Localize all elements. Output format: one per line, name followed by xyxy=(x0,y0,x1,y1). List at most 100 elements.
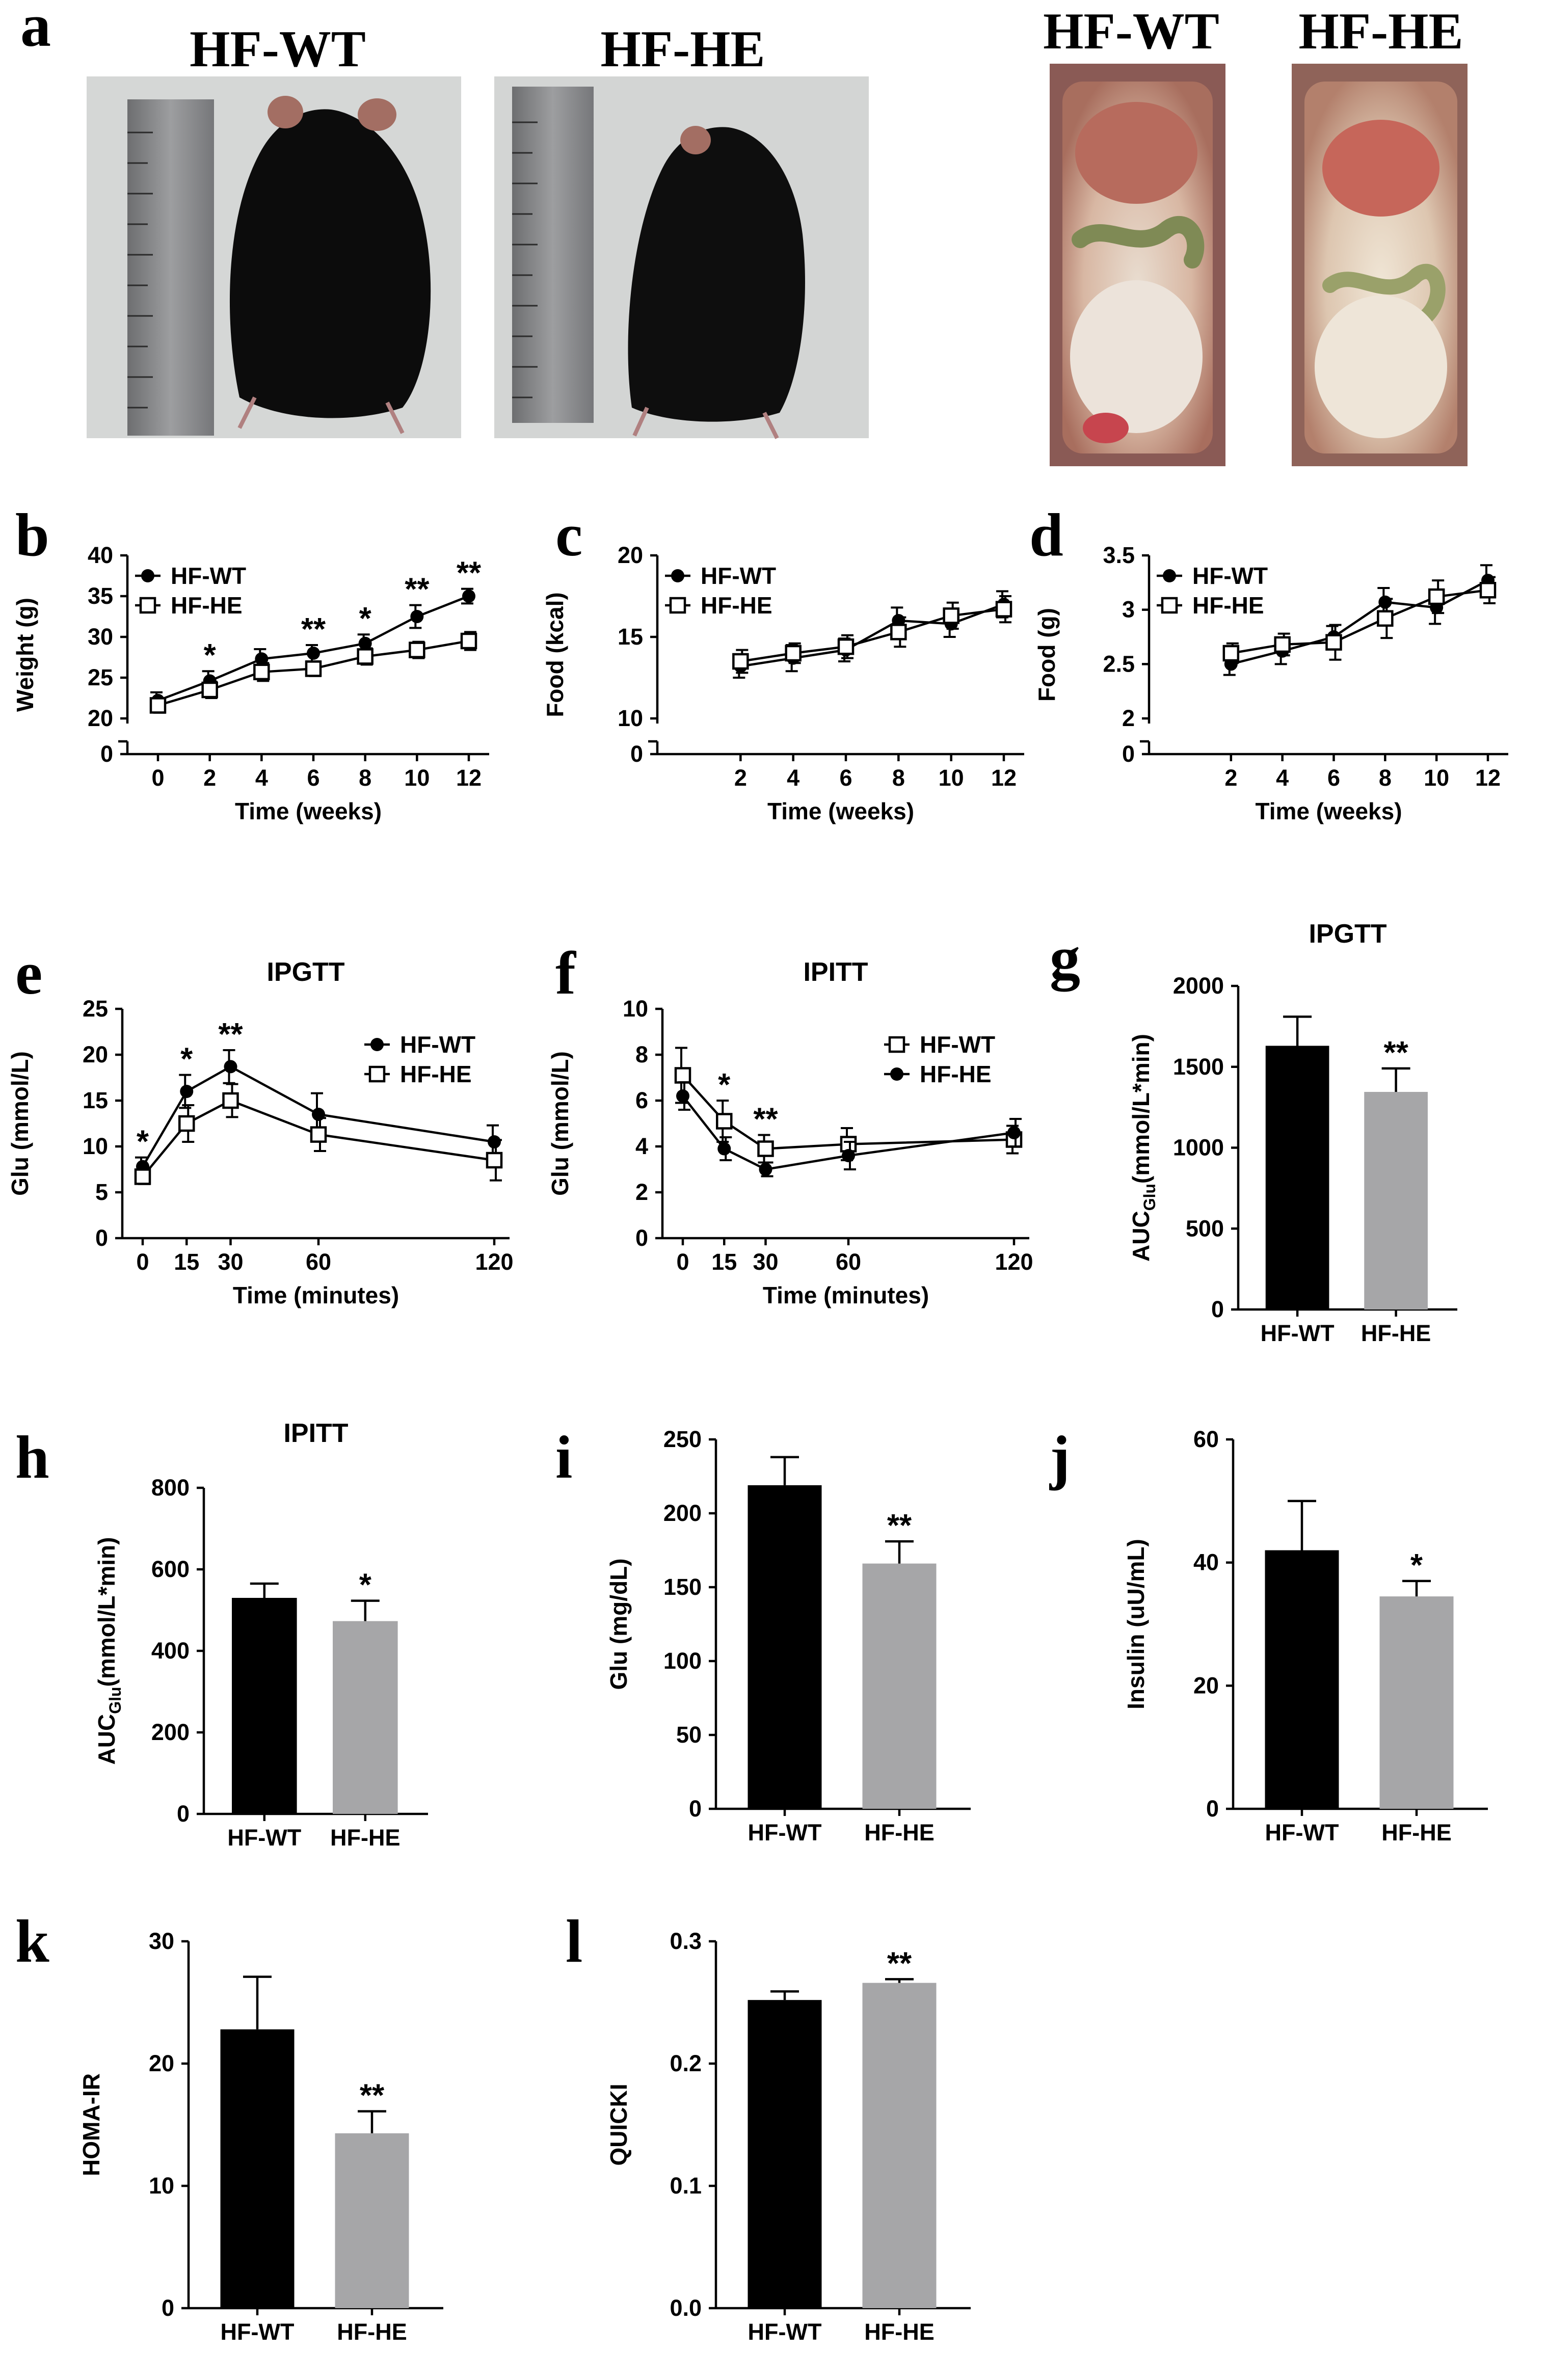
data-point-marker xyxy=(370,1038,384,1051)
axes: 0 2 2.5 3 3.5 2 4 6 8 10 12 Time (weeks) Food (g) xyxy=(1033,542,1508,824)
data-point-marker xyxy=(1479,582,1497,599)
x-tick-label: 15 xyxy=(711,1249,737,1275)
mouse-ear xyxy=(680,126,711,154)
panel-label-h: h xyxy=(15,1423,49,1491)
y-tick-label: 0 xyxy=(689,1796,702,1822)
data-point-marker xyxy=(1161,597,1178,614)
photo-mouse-hf-he: HF-HE xyxy=(494,20,869,439)
y-tick-label: 10 xyxy=(149,2173,174,2199)
y-axis-label-unit: (mmol/L*min) xyxy=(93,1537,120,1687)
data-point-marker xyxy=(462,590,475,603)
data-point-marker xyxy=(357,648,374,665)
panel-label-d: d xyxy=(1029,501,1063,569)
photo-caption-abdomen-hf-he: HF-HE xyxy=(1299,3,1463,60)
x-tick-label: 4 xyxy=(787,765,799,791)
y-tick-label: 200 xyxy=(151,1719,190,1745)
y-tick-label: 100 xyxy=(663,1648,702,1674)
legend: HF-WT HF-HE xyxy=(135,563,246,619)
x-tick-label: 12 xyxy=(456,765,482,791)
y-tick-label: 200 xyxy=(663,1500,702,1526)
x-tick-label: HF-HE xyxy=(337,2319,407,2345)
bar-hf-he xyxy=(333,1621,398,1814)
panel-label-a: a xyxy=(20,0,51,59)
y-axis-label: AUCGlu(mmol/L*min) xyxy=(1128,1034,1159,1262)
y-tick-label: 250 xyxy=(663,1426,702,1452)
blood-spot xyxy=(1083,413,1129,443)
data-point-marker xyxy=(222,1092,239,1109)
legend-label: HF-WT xyxy=(400,1031,475,1058)
data-point-marker xyxy=(1222,645,1240,662)
significance-label: ** xyxy=(753,1102,778,1137)
photo-caption-hf-wt: HF-WT xyxy=(190,20,366,78)
data-point-marker xyxy=(310,1126,327,1143)
panel-label-c: c xyxy=(555,501,582,569)
x-tick-label: 6 xyxy=(1327,765,1340,791)
bar-hf-wt xyxy=(748,2000,822,2308)
significance-label: * xyxy=(359,601,372,636)
series-hf-he xyxy=(134,1083,503,1185)
significance-label: * xyxy=(1410,1548,1423,1583)
legend-label: HF-WT xyxy=(701,563,776,589)
data-point-marker xyxy=(671,569,684,582)
x-tick-label: HF-HE xyxy=(864,1820,934,1846)
mouse-body xyxy=(229,109,431,418)
x-tick-label: HF-HE xyxy=(1381,1820,1451,1846)
data-point-marker xyxy=(134,1168,151,1185)
x-tick-label: HF-HE xyxy=(330,1825,400,1851)
y-tick-label: 0 xyxy=(630,741,643,767)
mouse-feet xyxy=(237,396,405,434)
x-tick-label: 2 xyxy=(734,765,747,791)
legend-label: HF-HE xyxy=(920,1061,992,1087)
x-tick-label: 15 xyxy=(174,1249,199,1275)
y-tick-label: 0 xyxy=(1206,1796,1219,1822)
y-tick-label: 50 xyxy=(676,1722,702,1748)
significance-label: ** xyxy=(405,572,430,607)
data-point-marker xyxy=(1274,636,1291,653)
data-point-marker xyxy=(717,1142,731,1156)
data-point-marker xyxy=(307,647,320,660)
bar-hf-wt xyxy=(232,1598,297,1814)
y-axis-label-main: AUC xyxy=(93,1714,120,1765)
chart-fasting-glucose: 0 50 100 150 200 250 HF-WT HF-HE Glu (mg/dL) ** xyxy=(605,1426,971,1846)
bar-hf-he xyxy=(862,1983,937,2308)
x-tick-label: 2 xyxy=(1224,765,1237,791)
series-hf-he xyxy=(676,1081,1022,1178)
fat-tissue xyxy=(1070,280,1203,433)
x-tick-label: 60 xyxy=(306,1249,331,1275)
axes: 0 10 15 20 2 4 6 8 10 12 Time (weeks) Food (kcal) xyxy=(542,542,1024,824)
x-tick-label: 12 xyxy=(1475,765,1501,791)
data-point-marker xyxy=(1325,634,1342,651)
y-tick-label: 0 xyxy=(635,1225,648,1251)
data-point-marker xyxy=(201,681,218,699)
y-axis-label-main: AUC xyxy=(1128,1211,1154,1262)
chart-insulin: 0 20 40 60 HF-WT HF-HE Insulin (uU/mL) * xyxy=(1123,1426,1488,1846)
data-point-marker xyxy=(1163,569,1176,582)
bar-hf-wt xyxy=(1265,1046,1329,1309)
mouse-ear xyxy=(268,96,303,128)
data-point-marker xyxy=(253,663,270,681)
legend-label: HF-HE xyxy=(400,1061,472,1087)
panel-label-j: j xyxy=(1049,1423,1070,1491)
chart-title: IPGTT xyxy=(1309,919,1386,949)
panel-label-e: e xyxy=(15,939,42,1007)
y-axis-label-subscript: Glu xyxy=(106,1687,124,1714)
y-tick-label: 60 xyxy=(1193,1426,1219,1452)
x-axis-label: Time (weeks) xyxy=(235,798,382,824)
x-tick-label: HF-WT xyxy=(227,1825,301,1851)
data-point-marker xyxy=(716,1113,733,1130)
series-hf-wt xyxy=(733,590,1010,679)
y-tick-label: 40 xyxy=(88,542,113,568)
y-axis-label: Food (g) xyxy=(1033,608,1060,702)
panel-label-l: l xyxy=(566,1907,582,1975)
photo-caption-hf-he: HF-HE xyxy=(601,20,765,78)
x-tick-label: HF-WT xyxy=(1265,1820,1339,1846)
significance-label: ** xyxy=(360,2078,385,2114)
legend: HF-WT HF-HE xyxy=(665,563,776,619)
ruler xyxy=(127,99,214,436)
significance-label: ** xyxy=(457,556,482,591)
panel-label-k: k xyxy=(15,1907,49,1975)
bar-hf-he xyxy=(1379,1596,1454,1809)
x-tick-label: 10 xyxy=(1424,765,1449,791)
liver xyxy=(1075,102,1197,204)
data-point-marker xyxy=(358,636,372,650)
